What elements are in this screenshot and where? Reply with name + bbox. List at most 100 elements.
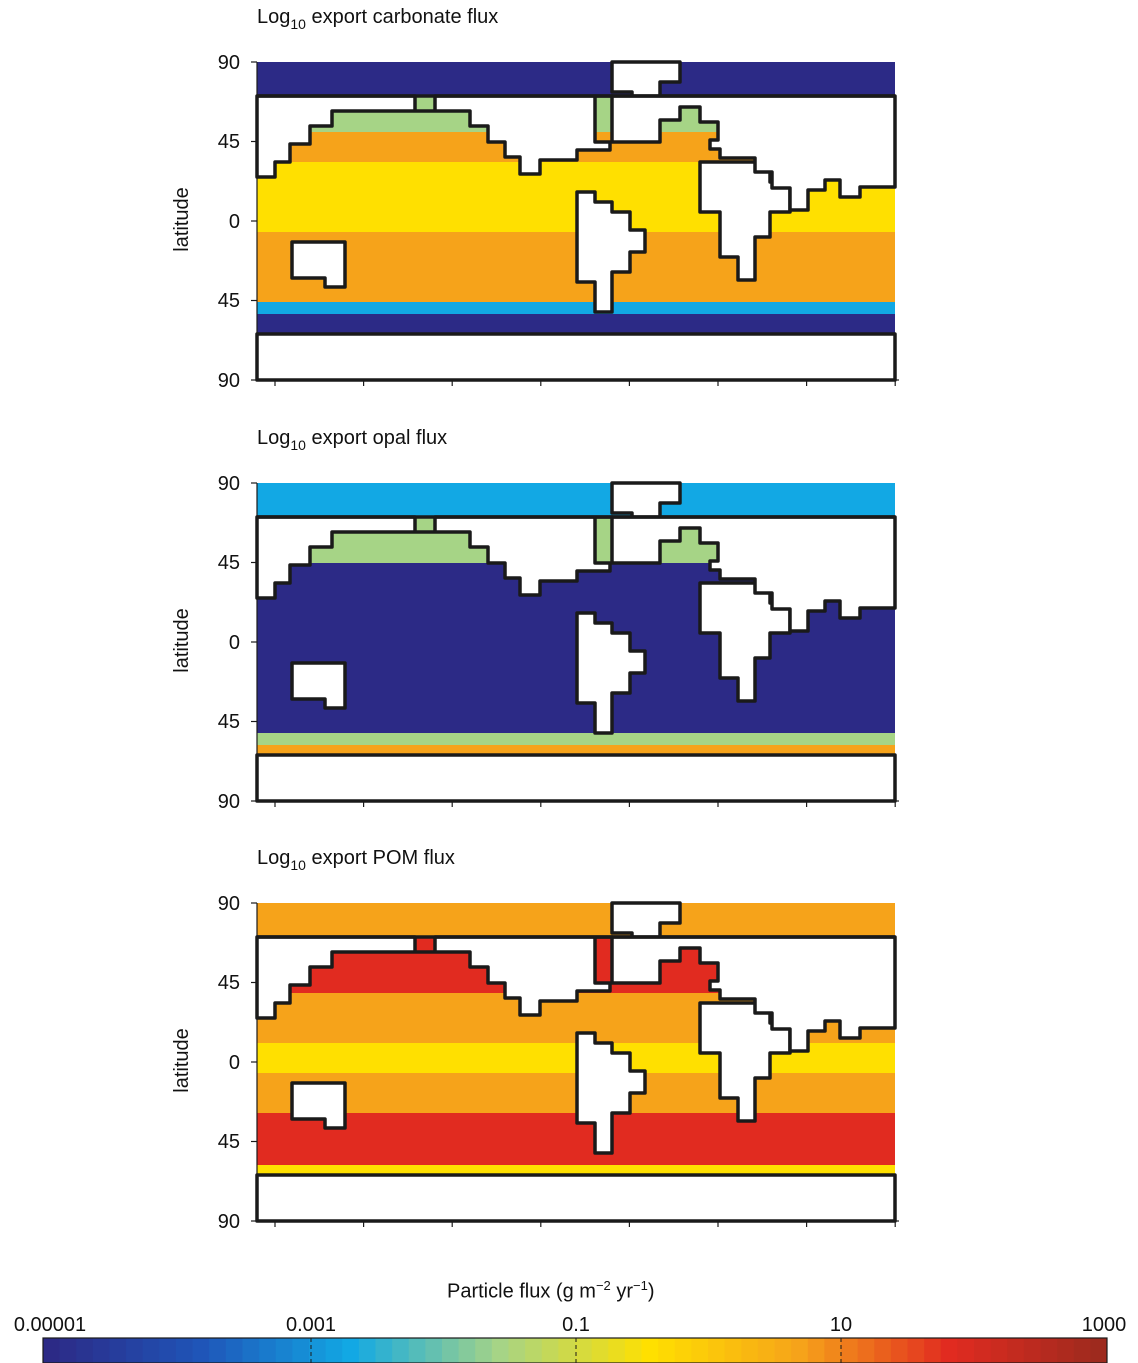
colorbar-segment	[159, 1338, 177, 1363]
colorbar-segment	[126, 1338, 144, 1363]
landmass-southAmerica	[575, 1031, 647, 1155]
colorbar-segment	[841, 1338, 859, 1363]
colorbar-segment	[525, 1338, 543, 1363]
flux-band	[257, 62, 895, 96]
colorbar-segment	[292, 1338, 310, 1363]
colorbar-segment	[575, 1338, 593, 1363]
ytick-label: 90	[217, 370, 240, 392]
panel-title-opal: Log10 export opal flux	[257, 427, 448, 453]
colorbar-segment	[791, 1338, 809, 1363]
colorbar-tick-label: 10	[829, 1314, 853, 1336]
landmass-southAmerica	[575, 190, 647, 314]
colorbar-segment	[59, 1338, 77, 1363]
colorbar-segment	[508, 1338, 526, 1363]
colorbar-segment	[757, 1338, 775, 1363]
panel-title-pom: Log10 export POM flux	[257, 847, 455, 873]
colorbar-segment	[608, 1338, 626, 1363]
colorbar-segment	[1090, 1338, 1108, 1363]
colorbar-title: Particle flux (g m−2 yr−1)	[447, 1278, 655, 1303]
ytick-label: 45	[217, 1131, 240, 1153]
colorbar-segment	[491, 1338, 509, 1363]
landmass-southAmerica	[575, 611, 647, 735]
landmass-eurasia	[610, 515, 897, 633]
colorbar-segment	[691, 1338, 709, 1363]
colorbar-segment	[325, 1338, 343, 1363]
colorbar-frame	[42, 1337, 1108, 1363]
colorbar-segment	[225, 1338, 243, 1363]
ytick-label: 0	[228, 211, 240, 233]
colorbar-tick-label: 0.1	[562, 1314, 590, 1336]
flux-band	[257, 483, 895, 517]
ytick-label: 90	[217, 473, 240, 495]
landmass-australia	[290, 1081, 347, 1130]
colorbar-segment	[1057, 1338, 1075, 1363]
colorbar-segment	[392, 1338, 410, 1363]
colorbar-segment	[1040, 1338, 1058, 1363]
colorbar-segment	[176, 1338, 194, 1363]
colorbar-segment	[924, 1338, 942, 1363]
colorbar-segment	[558, 1338, 576, 1363]
landmass-eurasia	[610, 935, 897, 1053]
ytick-label: 90	[217, 791, 240, 813]
ytick-label: 45	[217, 552, 240, 574]
colorbar-segment	[209, 1338, 227, 1363]
landmass-antarctica	[255, 753, 897, 803]
colorbar-segment	[807, 1338, 825, 1363]
colorbar-segment	[1073, 1338, 1091, 1363]
landmass-australia	[290, 661, 347, 710]
colorbar-segment	[674, 1338, 692, 1363]
colorbar-segment	[741, 1338, 759, 1363]
landmass-antarctica	[255, 1173, 897, 1223]
colorbar-segment	[1023, 1338, 1041, 1363]
colorbar-segment	[375, 1338, 393, 1363]
flux-band	[257, 302, 895, 314]
colorbar-segment	[774, 1338, 792, 1363]
colorbar-segment	[1007, 1338, 1025, 1363]
colorbar-segment	[990, 1338, 1008, 1363]
ytick-label: 45	[217, 290, 240, 312]
ytick-label: 0	[228, 632, 240, 654]
colorbar-segment	[541, 1338, 559, 1363]
colorbar-segment	[940, 1338, 958, 1363]
ytick-label: 0	[228, 1052, 240, 1074]
colorbar-segment	[591, 1338, 609, 1363]
colorbar-segment	[857, 1338, 875, 1363]
colorbar-tick-label: 1000	[1081, 1314, 1127, 1336]
landmass-eurasia	[610, 94, 897, 212]
colorbar-segment	[641, 1338, 659, 1363]
colorbar-segment	[890, 1338, 908, 1363]
colorbar-segment	[708, 1338, 726, 1363]
colorbar-segment	[458, 1338, 476, 1363]
colorbar-segment	[475, 1338, 493, 1363]
colorbar-segment	[92, 1338, 110, 1363]
colorbar-segment	[43, 1338, 61, 1363]
flux-band	[257, 733, 895, 745]
colorbar-segment	[342, 1338, 360, 1363]
colorbar-segment	[192, 1338, 210, 1363]
ytick-label: 45	[217, 711, 240, 733]
panel-title-carbonate: Log10 export carbonate flux	[257, 6, 499, 32]
colorbar-segment	[442, 1338, 460, 1363]
colorbar-tick-label: 0.00001	[13, 1314, 87, 1336]
flux-band	[257, 903, 895, 937]
colorbar-segment	[874, 1338, 892, 1363]
ytick-label: 45	[217, 972, 240, 994]
colorbar-segment	[408, 1338, 426, 1363]
colorbar-segment	[824, 1338, 842, 1363]
ytick-label: 90	[217, 52, 240, 74]
colorbar-segment	[724, 1338, 742, 1363]
colorbar-segment	[76, 1338, 94, 1363]
colorbar-segment	[242, 1338, 260, 1363]
ytick-label: 45	[217, 131, 240, 153]
landmass-antarctica	[255, 332, 897, 382]
colorbar-segment	[425, 1338, 443, 1363]
colorbar-segment	[957, 1338, 975, 1363]
colorbar-segment	[309, 1338, 327, 1363]
colorbar-segment	[358, 1338, 376, 1363]
colorbar-segment	[142, 1338, 160, 1363]
ytick-label: 90	[217, 893, 240, 915]
colorbar-segment	[907, 1338, 925, 1363]
ytick-label: 90	[217, 1211, 240, 1233]
landmass-australia	[290, 240, 347, 289]
